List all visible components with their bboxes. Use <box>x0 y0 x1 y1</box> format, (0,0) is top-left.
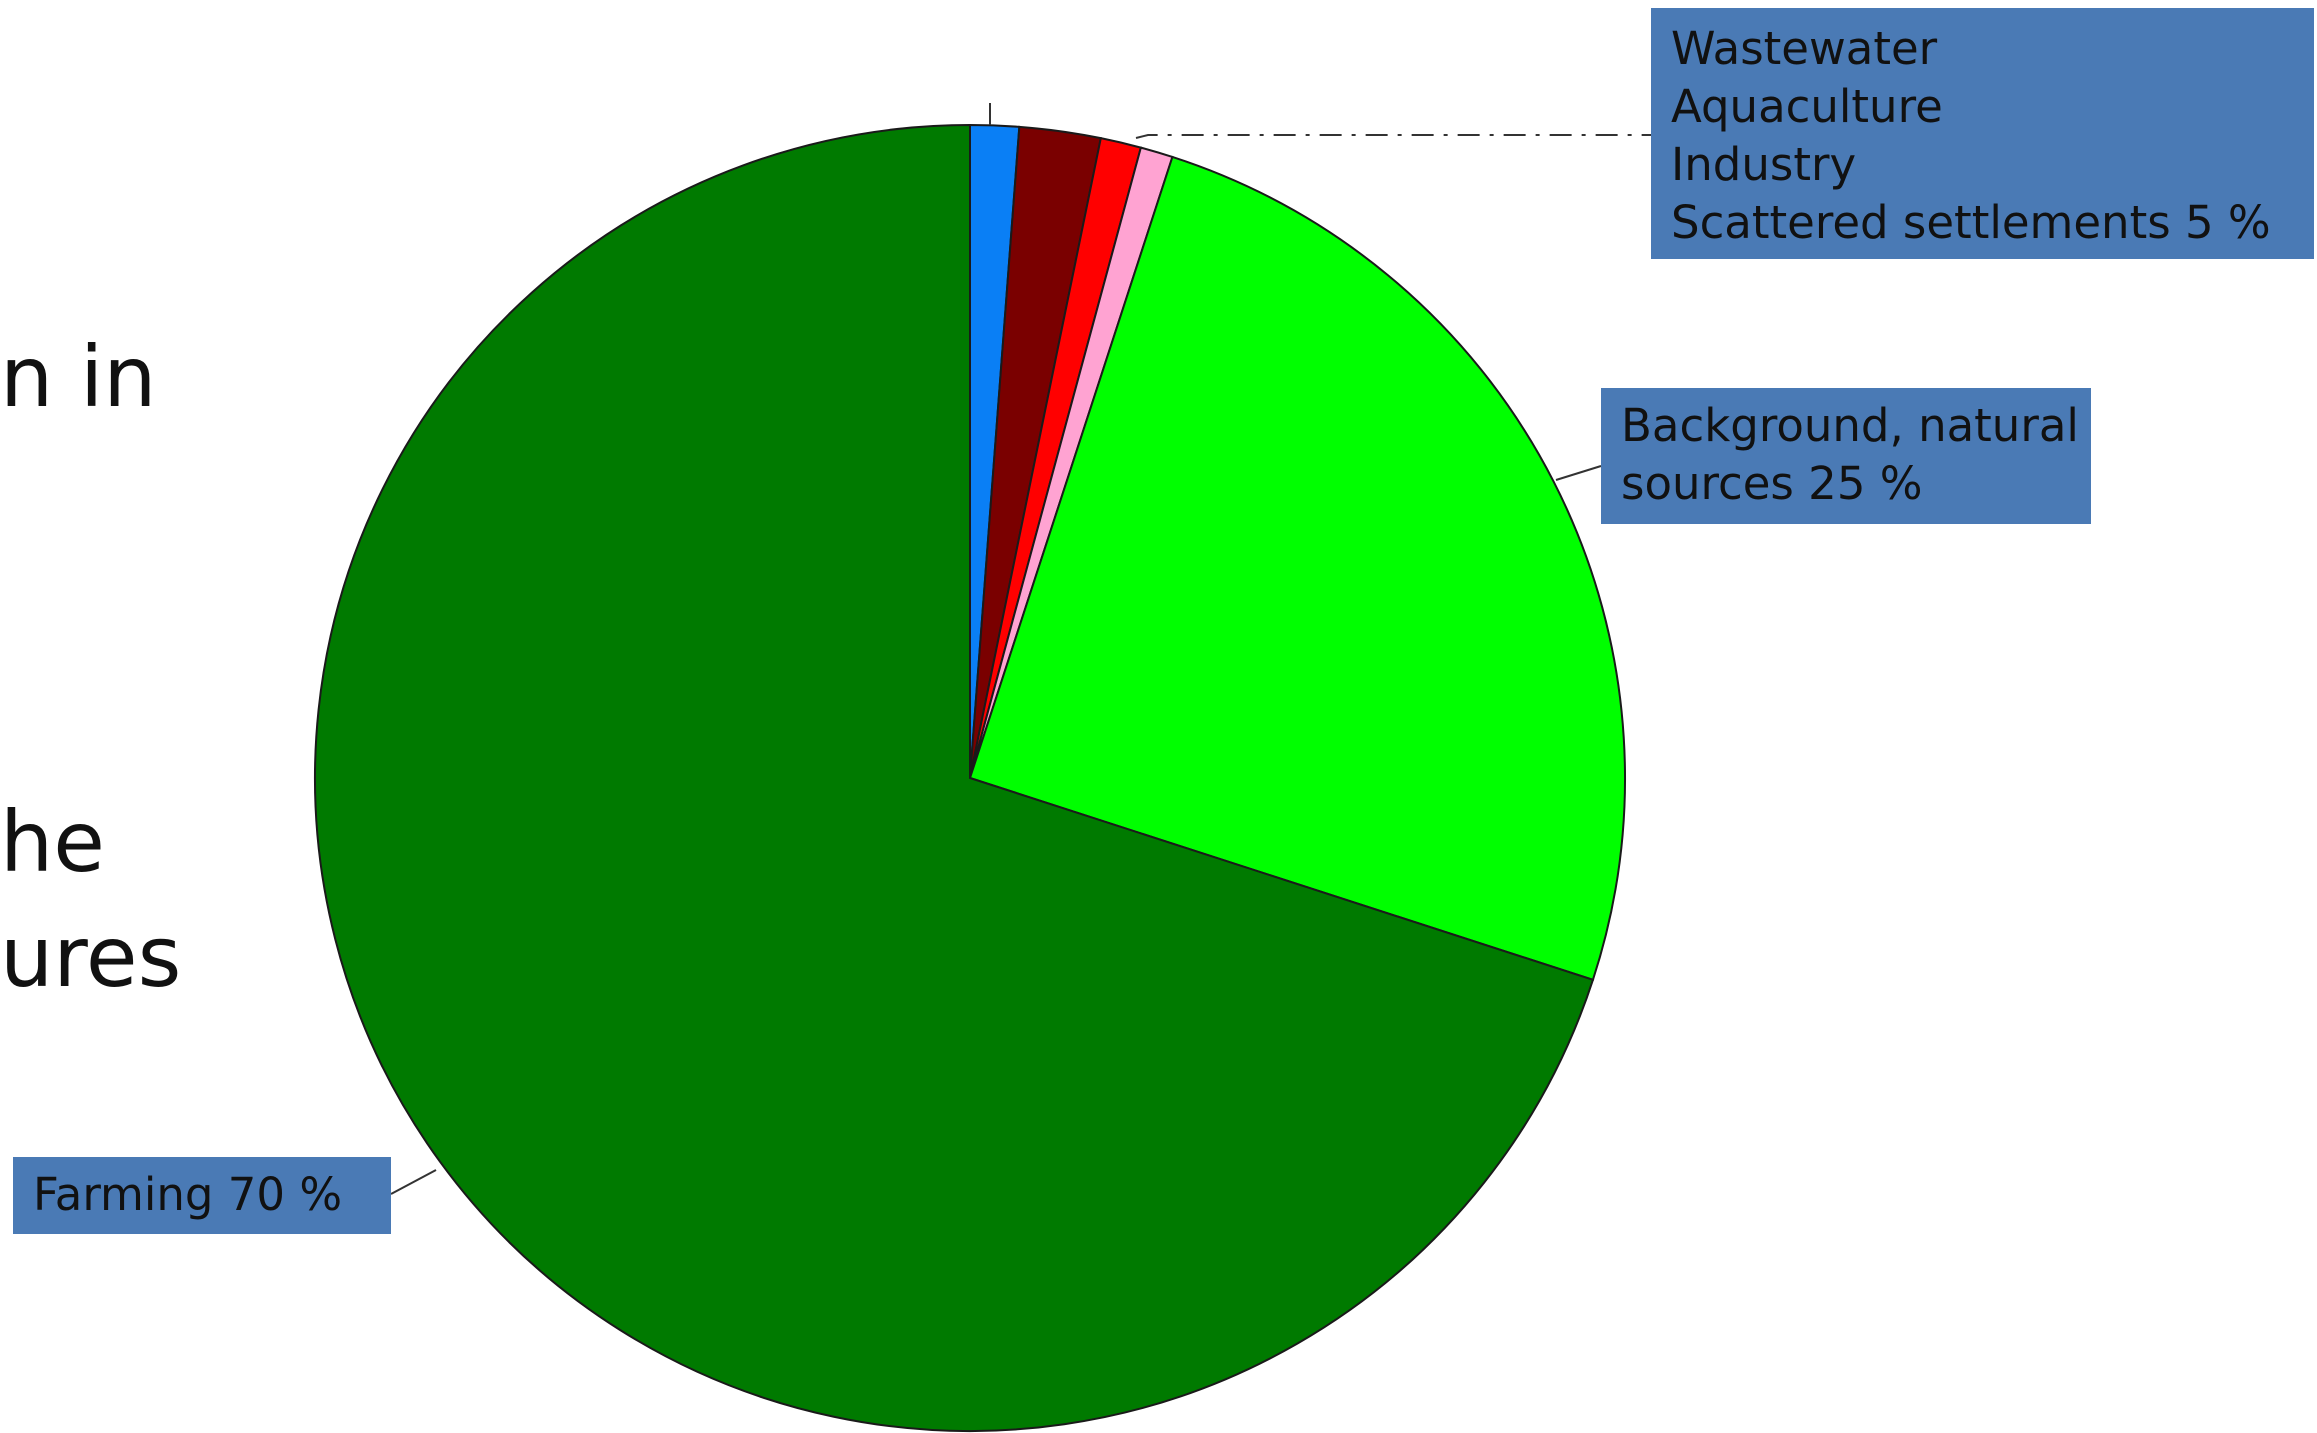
label-background-natural-sources: Background, natural sources 25 % <box>1601 388 2091 524</box>
label-scattered-settlements: Scattered settlements 5 % <box>1671 196 2271 249</box>
label-small-sources: Wastewater Aquaculture Industry Scattere… <box>1651 8 2314 259</box>
label-background-line-1: Background, natural <box>1621 399 2079 452</box>
label-farming-text: Farming 70 % <box>33 1168 343 1221</box>
background-slide-text-line-2: he <box>0 793 105 891</box>
label-aquaculture: Aquaculture <box>1671 80 1943 133</box>
background-slide-text-line-3: ures <box>0 908 182 1006</box>
background-slide-text-line-1: n in <box>0 328 157 426</box>
leader-line-small-group <box>989 103 1651 139</box>
label-industry: Industry <box>1671 138 1857 191</box>
pie-slice-farming <box>314 123 1595 1432</box>
leader-line-background <box>1555 465 1602 481</box>
pie-slice-background-natural-sources <box>968 155 1626 982</box>
label-background-line-2: sources 25 % <box>1621 457 1923 510</box>
leader-lines <box>390 103 1651 1195</box>
label-farming: Farming 70 % <box>13 1157 391 1234</box>
label-wastewater: Wastewater <box>1671 22 1938 75</box>
pie-slices <box>314 123 1626 1432</box>
leader-line-farming <box>390 1169 437 1195</box>
